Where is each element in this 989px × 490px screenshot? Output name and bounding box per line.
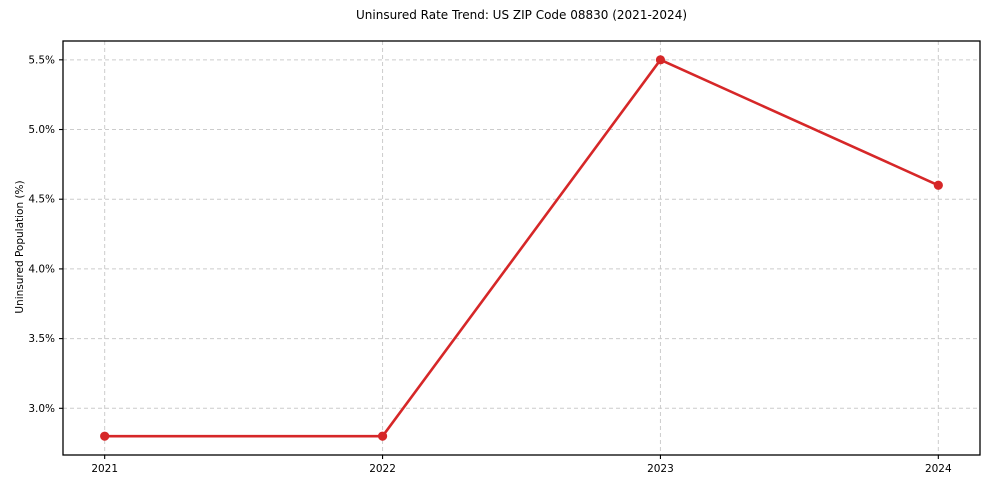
x-tick-label: 2023	[647, 463, 674, 475]
y-tick-label: 5.5%	[28, 54, 55, 66]
x-tick-label: 2022	[369, 463, 396, 475]
x-tick-label: 2024	[925, 463, 952, 475]
chart-title: Uninsured Rate Trend: US ZIP Code 08830 …	[355, 8, 688, 22]
y-tick-label: 3.0%	[28, 403, 55, 415]
y-tick-label: 4.0%	[28, 263, 55, 275]
data-point-marker	[933, 180, 943, 190]
plot-frame	[62, 40, 981, 456]
trend-line	[103, 58, 940, 438]
y-tick-label: 4.5%	[28, 194, 55, 206]
data-point-marker	[377, 431, 388, 441]
y-tick-label: 3.5%	[28, 333, 55, 345]
data-point-marker	[655, 55, 666, 65]
x-tick-label: 2021	[91, 463, 118, 475]
y-tick-label: 5.0%	[28, 124, 55, 136]
data-point-marker	[100, 431, 110, 441]
